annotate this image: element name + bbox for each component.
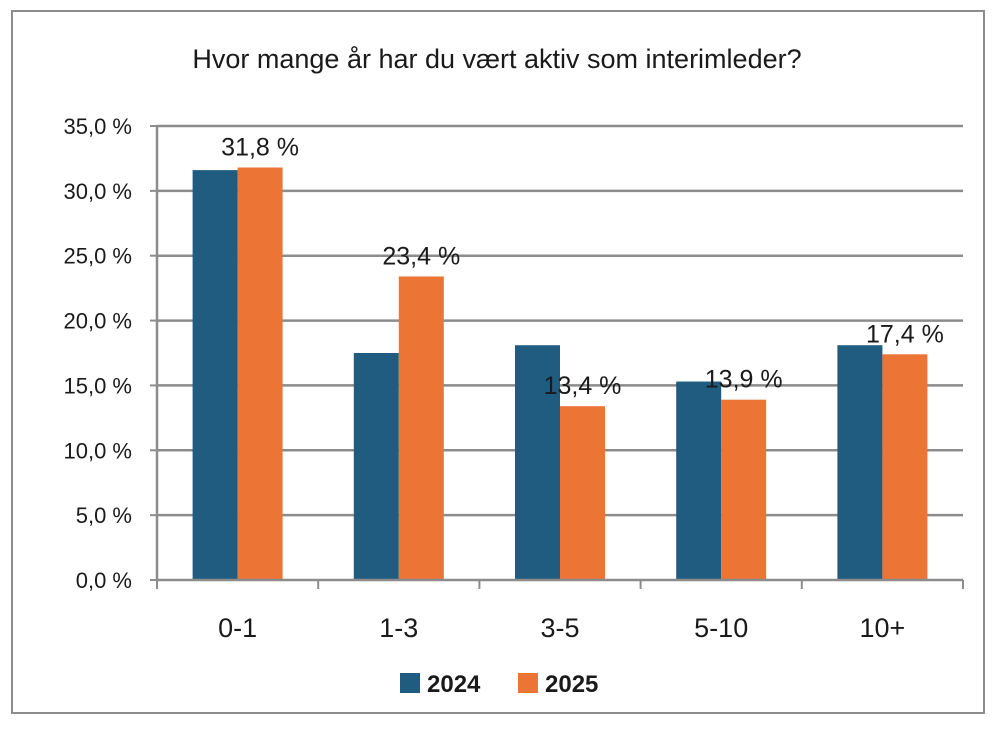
y-axis-tick-labels: 0,0 % 5,0 % 10,0 % 15,0 % 20,0 % 25,0 % 30,0 %… bbox=[64, 114, 157, 593]
bars bbox=[192, 167, 928, 581]
gridlines bbox=[157, 124, 963, 517]
x-tick-label: 1-3 bbox=[379, 613, 418, 643]
y-tick-label: 25,0 % bbox=[64, 244, 133, 269]
data-label: 13,9 % bbox=[705, 366, 783, 394]
bar-2024-10+ bbox=[837, 345, 883, 580]
bar-2025-3-5 bbox=[560, 406, 605, 580]
bar-2025-10+ bbox=[882, 354, 928, 580]
legend-label-2024: 2024 bbox=[427, 671, 481, 698]
y-tick-label: 30,0 % bbox=[64, 179, 133, 204]
x-tick-label: 5-10 bbox=[694, 613, 748, 643]
y-tick-label: 35,0 % bbox=[64, 114, 133, 139]
bar-2025-0-1 bbox=[237, 167, 283, 580]
x-tick-label: 3-5 bbox=[540, 613, 579, 643]
y-tick-label: 20,0 % bbox=[64, 309, 133, 334]
bar-2024-3-5 bbox=[515, 345, 560, 580]
x-axis-tick-labels: 0-1 1-3 3-5 5-10 10+ bbox=[218, 613, 905, 643]
legend: 2024 2025 bbox=[400, 671, 598, 698]
data-label: 31,8 % bbox=[221, 134, 299, 162]
bar-2024-1-3 bbox=[353, 353, 399, 580]
chart-title: Hvor mange år har du vært aktiv som inte… bbox=[192, 44, 801, 74]
x-tick-label: 0-1 bbox=[218, 613, 257, 643]
data-label: 23,4 % bbox=[382, 242, 460, 270]
bar-2025-1-3 bbox=[398, 276, 444, 580]
axes bbox=[155, 126, 964, 589]
bar-2025-5-10 bbox=[721, 399, 767, 580]
data-label: 13,4 % bbox=[544, 372, 622, 400]
bar-2024-5-10 bbox=[676, 381, 722, 580]
data-label: 17,4 % bbox=[866, 320, 944, 348]
y-tick-label: 0,0 % bbox=[76, 568, 132, 593]
data-labels: 31,8 % 23,4 % 13,4 % 13,9 % 17,4 % bbox=[221, 134, 944, 401]
y-tick-label: 15,0 % bbox=[64, 373, 133, 398]
legend-label-2025: 2025 bbox=[545, 671, 598, 698]
legend-swatch-2024 bbox=[400, 673, 420, 693]
chart-frame bbox=[11, 10, 985, 714]
bar-2024-0-1 bbox=[192, 170, 238, 581]
x-tick-label: 10+ bbox=[859, 613, 905, 643]
y-tick-label: 5,0 % bbox=[76, 503, 132, 528]
y-tick-label: 10,0 % bbox=[64, 438, 133, 463]
legend-swatch-2025 bbox=[518, 673, 538, 693]
